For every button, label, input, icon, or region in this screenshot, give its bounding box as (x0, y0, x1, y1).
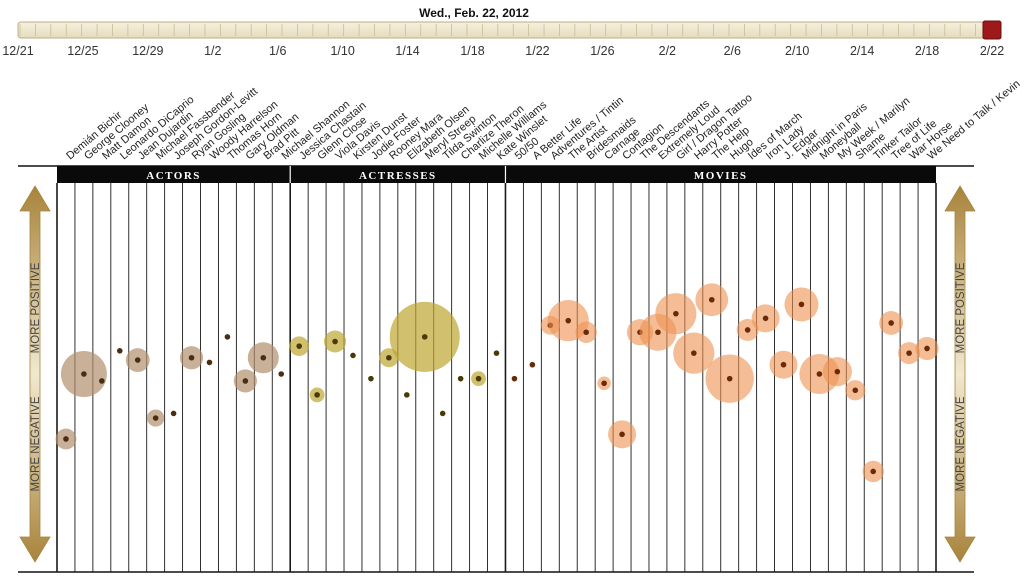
section-header-bar: ACTORS ACTRESSES MOVIES (57, 166, 936, 183)
bubble-dot-brad-pitt[interactable] (260, 354, 267, 361)
date-tick-12-25: 12/25 (67, 44, 98, 58)
bubble-dot-iron-lady[interactable] (762, 315, 769, 322)
date-tick-1-14: 1/14 (395, 44, 419, 58)
bubble-dot-shame[interactable] (852, 387, 859, 394)
left-sentiment-arrow: MORE POSITIVE MORE NEGATIVE (19, 185, 51, 563)
timeline-ticks (19, 24, 992, 36)
section-label-actors: ACTORS (146, 170, 201, 182)
bubble-dot-war-horse[interactable] (906, 350, 912, 356)
bubble-dot-girl-dragon-tattoo[interactable] (673, 310, 679, 317)
column-label-we-need-to-talk-kevin: We Need to Talk / Kevin (925, 78, 1022, 162)
bubble-dot-midnight-in-paris[interactable] (798, 301, 805, 308)
bubble-dot-the-artist[interactable] (565, 317, 572, 324)
date-tick-2-2: 2/2 (659, 44, 676, 58)
bubble-dot-extremely-loud[interactable] (655, 329, 661, 336)
right-arrow-shape (944, 185, 976, 563)
timeline-date-labels: 12/21 12/25 12/29 1/2 1/6 1/10 1/14 1/18 1/22 1/2… (2, 44, 1004, 58)
section-bar-background (57, 166, 936, 183)
bubble-dot-gary-oldman[interactable] (242, 378, 249, 384)
date-tick-2-14: 2/14 (850, 44, 874, 58)
bubble-dot-kate-winslet[interactable] (493, 350, 500, 356)
bubble-dot-my-week-marilyn[interactable] (834, 368, 841, 375)
date-tick-12-29: 12/29 (132, 44, 163, 58)
bubble-dot-tree-of-life[interactable] (888, 320, 894, 326)
right-sentiment-arrow: MORE POSITIVE MORE NEGATIVE (944, 185, 976, 563)
section-label-actresses: ACTRESSES (359, 170, 437, 182)
bubble-dot-50-50[interactable] (511, 375, 518, 382)
bubble-dot-jessica-chastain[interactable] (296, 343, 302, 349)
timeline-track[interactable] (17, 21, 994, 39)
bubble-dot-tinker-tailor[interactable] (870, 468, 877, 475)
right-more-positive-label: MORE POSITIVE (955, 262, 967, 353)
bubble-dot-tilda-swinton[interactable] (439, 410, 446, 417)
date-tick-1-26: 1/26 (590, 44, 614, 58)
bubble-dot-jodie-foster[interactable] (368, 375, 374, 382)
bubble-dot-charlize-theron[interactable] (457, 375, 464, 382)
bubble-dot-demi-n-bichir[interactable] (63, 436, 69, 442)
bubble-layer (55, 283, 939, 483)
date-tick-2-10: 2/10 (785, 44, 809, 58)
right-more-negative-label: MORE NEGATIVE (955, 396, 967, 491)
bubble-dot-joseph-gordon-levitt[interactable] (170, 410, 177, 417)
timeline-handle[interactable] (982, 20, 1002, 40)
bubble-dot-bridesmaids[interactable] (583, 329, 589, 336)
date-tick-2-6: 2/6 (724, 44, 741, 58)
bubble-dot-glenn-close[interactable] (314, 392, 320, 398)
bubble-dot-viola-davis[interactable] (332, 338, 338, 345)
bubble-dot-jean-dujardin[interactable] (134, 357, 141, 363)
bubble-dot-j-edgar[interactable] (780, 361, 787, 368)
date-title: Wed., Feb. 22, 2012 (419, 6, 529, 20)
bubble-dot-elizabeth-olsen[interactable] (404, 392, 410, 398)
bubble-dot-michael-fassbender[interactable] (152, 415, 159, 421)
bubble-dot-ides-of-march[interactable] (744, 327, 751, 333)
bubble-dot-george-clooney[interactable] (81, 371, 87, 377)
left-arrow-shape (19, 185, 51, 563)
bubble-dot-rooney-mara[interactable] (386, 354, 392, 361)
left-more-negative-label: MORE NEGATIVE (30, 396, 42, 491)
bubble-dot-carnage[interactable] (601, 380, 607, 387)
bubble-dot-contagion[interactable] (619, 431, 625, 438)
bubble-dot-harry-potter[interactable] (691, 350, 697, 356)
date-tick-2-22: 2/22 (980, 44, 1004, 58)
bubble-dot-woody-harrelson[interactable] (206, 359, 213, 366)
bubble-dot-thomas-horn[interactable] (224, 334, 231, 340)
date-tick-1-18: 1/18 (460, 44, 484, 58)
date-tick-2-18: 2/18 (915, 44, 939, 58)
date-tick-1-10: 1/10 (330, 44, 354, 58)
date-tick-1-6: 1/6 (269, 44, 286, 58)
bubble-dot-kirsten-dunst[interactable] (350, 352, 356, 359)
bubble-dot-matt-damon[interactable] (99, 378, 105, 384)
bubble-dot-moneyball[interactable] (816, 371, 823, 377)
bubble-dot-the-help[interactable] (708, 296, 715, 303)
bubble-dot-meryl-streep[interactable] (421, 334, 428, 340)
section-label-movies: MOVIES (694, 170, 748, 182)
bubble-dot-hugo[interactable] (726, 375, 733, 382)
date-tick-12-21: 12/21 (2, 44, 33, 58)
bubble-dot-ryan-gosling[interactable] (188, 354, 195, 361)
bubble-dot-we-need-to-talk-kevin[interactable] (924, 345, 930, 352)
bubble-dot-leonardo-dicaprio[interactable] (116, 348, 123, 354)
left-more-positive-label: MORE POSITIVE (30, 262, 42, 353)
date-tick-1-22: 1/22 (525, 44, 549, 58)
bubble-dot-michael-shannon[interactable] (278, 371, 285, 377)
bubble-dot-a-better-life[interactable] (529, 361, 536, 368)
date-tick-1-2: 1/2 (204, 44, 221, 58)
bubble-dot-michelle-williams[interactable] (475, 375, 482, 382)
